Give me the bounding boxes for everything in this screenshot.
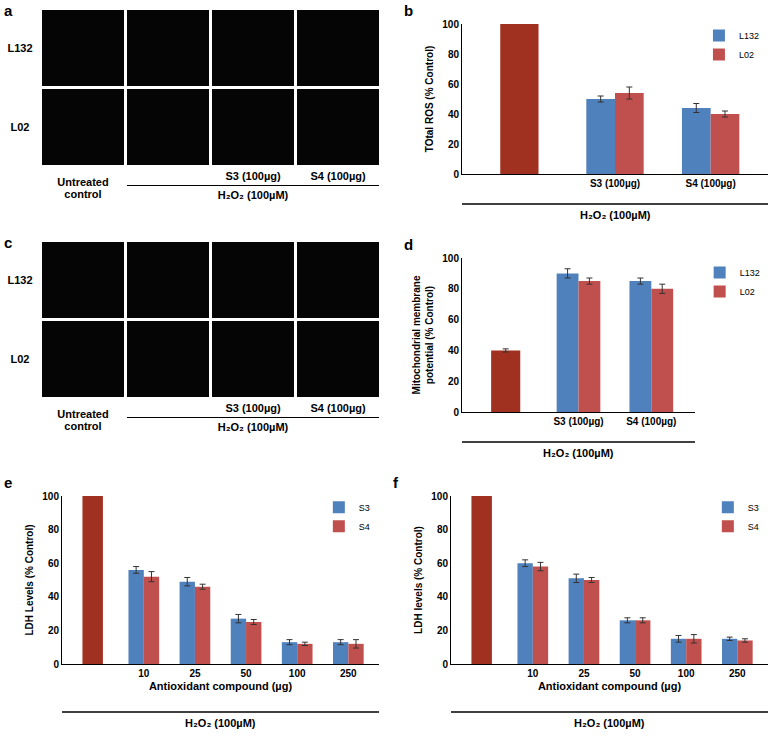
html-text:S3 (100µg): S3 (100µg) bbox=[225, 402, 281, 414]
svg-text:50: 50 bbox=[240, 668, 252, 679]
svg-text:LDH Levels (% Control): LDH Levels (% Control) bbox=[24, 524, 35, 635]
svg-text:0: 0 bbox=[453, 169, 459, 180]
svg-text:40: 40 bbox=[48, 591, 60, 602]
svg-text:25: 25 bbox=[189, 668, 201, 679]
svg-text:L132: L132 bbox=[739, 31, 759, 41]
svg-text:H₂O₂ (100µM): H₂O₂ (100µM) bbox=[580, 209, 651, 221]
svg-text:S3: S3 bbox=[748, 503, 759, 513]
html-text:L02: L02 bbox=[10, 121, 30, 133]
svg-text:L02: L02 bbox=[740, 287, 755, 297]
svg-text:80: 80 bbox=[448, 283, 460, 294]
html-text:H₂O₂ (100µM): H₂O₂ (100µM) bbox=[217, 421, 289, 433]
svg-text:20: 20 bbox=[448, 376, 460, 387]
svg-text:60: 60 bbox=[437, 558, 449, 569]
svg-text:H₂O₂ (100µM): H₂O₂ (100µM) bbox=[574, 717, 645, 729]
svg-text:100: 100 bbox=[442, 19, 459, 30]
svg-text:60: 60 bbox=[448, 79, 460, 90]
svg-text:Antioxidant compound (µg): Antioxidant compound (µg) bbox=[149, 680, 293, 692]
html-text:L132: L132 bbox=[7, 274, 33, 286]
svg-text:60: 60 bbox=[48, 558, 60, 569]
svg-text:Antioxidant compound (µg): Antioxidant compound (µg) bbox=[538, 680, 682, 692]
svg-text:Mitochondrial membranepotentia: Mitochondrial membranepotential (% Contr… bbox=[411, 275, 435, 394]
svg-text:250: 250 bbox=[729, 668, 746, 679]
svg-text:100: 100 bbox=[431, 491, 448, 502]
svg-text:40: 40 bbox=[448, 109, 460, 120]
svg-text:10: 10 bbox=[527, 668, 539, 679]
html-text:S4 (100µg): S4 (100µg) bbox=[310, 402, 366, 414]
svg-text:S4 (100µg): S4 (100µg) bbox=[686, 178, 736, 189]
html-text:d: d bbox=[404, 236, 414, 253]
svg-text:100: 100 bbox=[678, 668, 695, 679]
html-text:c: c bbox=[4, 234, 13, 251]
svg-text:LDH levels (% Control): LDH levels (% Control) bbox=[413, 526, 424, 634]
svg-text:50: 50 bbox=[629, 668, 641, 679]
html-text:S3 (100µg): S3 (100µg) bbox=[225, 170, 281, 182]
svg-text:80: 80 bbox=[448, 49, 460, 60]
svg-text:S4: S4 bbox=[748, 522, 759, 532]
svg-text:40: 40 bbox=[448, 345, 460, 356]
svg-text:20: 20 bbox=[448, 139, 460, 150]
svg-text:100: 100 bbox=[442, 253, 459, 264]
svg-text:60: 60 bbox=[448, 314, 460, 325]
html-text:f: f bbox=[393, 474, 398, 491]
svg-text:L02: L02 bbox=[739, 50, 754, 60]
html-text:L02: L02 bbox=[10, 353, 30, 365]
svg-text:80: 80 bbox=[437, 524, 449, 535]
svg-text:10: 10 bbox=[138, 668, 150, 679]
svg-text:S4: S4 bbox=[359, 522, 370, 532]
html-text:L132: L132 bbox=[7, 42, 33, 54]
svg-text:H₂O₂ (100µM): H₂O₂ (100µM) bbox=[543, 447, 614, 459]
svg-text:0: 0 bbox=[442, 659, 448, 670]
svg-text:250: 250 bbox=[340, 668, 357, 679]
html-text:Untreated control: Untreated control bbox=[57, 176, 109, 200]
html-text:Untreated control: Untreated control bbox=[57, 408, 109, 432]
svg-text:40: 40 bbox=[437, 591, 449, 602]
svg-text:S3 (100µg): S3 (100µg) bbox=[553, 416, 603, 427]
svg-text:TOtal ROS (% Control): TOtal ROS (% Control) bbox=[424, 46, 435, 152]
svg-text:80: 80 bbox=[48, 524, 60, 535]
svg-text:100: 100 bbox=[289, 668, 306, 679]
svg-text:S4 (100µg): S4 (100µg) bbox=[626, 416, 676, 427]
svg-text:20: 20 bbox=[48, 625, 60, 636]
svg-text:H₂O₂ (100µM): H₂O₂ (100µM) bbox=[185, 717, 256, 729]
svg-text:20: 20 bbox=[437, 625, 449, 636]
html-text:H₂O₂ (100µM): H₂O₂ (100µM) bbox=[217, 189, 289, 201]
svg-text:L132: L132 bbox=[740, 268, 760, 278]
html-text:S4 (100µg): S4 (100µg) bbox=[310, 170, 366, 182]
html-text:b: b bbox=[404, 2, 414, 19]
svg-text:100: 100 bbox=[42, 491, 59, 502]
svg-text:S3: S3 bbox=[359, 503, 370, 513]
html-text:e: e bbox=[4, 474, 13, 491]
html-text:a: a bbox=[4, 2, 13, 19]
svg-text:0: 0 bbox=[453, 407, 459, 418]
svg-text:0: 0 bbox=[53, 659, 59, 670]
svg-text:S3 (100µg): S3 (100µg) bbox=[590, 178, 640, 189]
svg-text:25: 25 bbox=[578, 668, 590, 679]
